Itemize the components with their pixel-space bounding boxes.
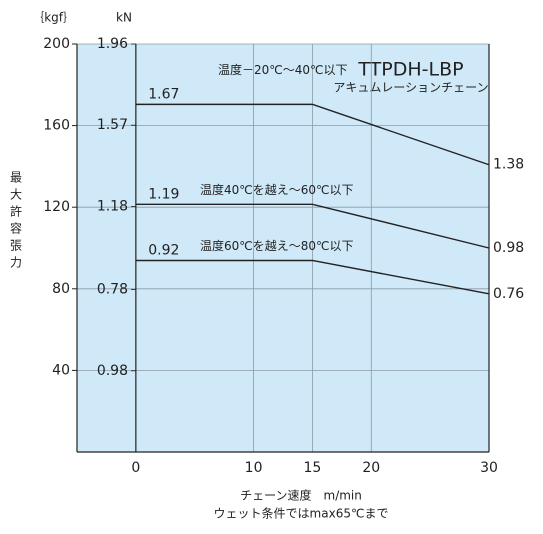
x-axis-label: チェーン速度 m/min bbox=[240, 488, 362, 503]
y-tick-label: 80 bbox=[52, 281, 70, 297]
value-label: 0.76 bbox=[493, 286, 524, 302]
y-tick-label: 160 bbox=[43, 118, 70, 134]
plot-background bbox=[77, 44, 489, 452]
series-line bbox=[135, 259, 490, 295]
series-line bbox=[135, 103, 490, 166]
series-name: 温度60℃を越え～80℃以下 bbox=[200, 238, 354, 253]
value-label: 1.19 bbox=[148, 186, 179, 202]
x-tick-label: 30 bbox=[480, 460, 498, 476]
y2-tick-label: 0.78 bbox=[97, 282, 128, 298]
value-label: 1.67 bbox=[148, 86, 179, 102]
y-tick-label: 120 bbox=[43, 199, 70, 215]
chart-title: TTPDH-LBP bbox=[357, 59, 463, 81]
series-name: 温度40℃を越え～60℃以下 bbox=[200, 182, 354, 197]
note: ウェット条件ではmax65℃まで bbox=[214, 507, 389, 521]
y-tick-label: 200 bbox=[43, 36, 70, 52]
y2-unit-label: kN bbox=[116, 11, 132, 25]
series-name: 温度－20℃～40℃以下 bbox=[218, 62, 348, 77]
x-tick-label: 20 bbox=[362, 460, 380, 476]
x-tick-label: 10 bbox=[245, 460, 263, 476]
value-label: 0.98 bbox=[493, 240, 524, 256]
value-label: 0.92 bbox=[148, 242, 179, 258]
x-tick-label: 15 bbox=[304, 460, 322, 476]
y2-tick-label: 1.18 bbox=[97, 198, 128, 214]
y2-tick-label: 1.96 bbox=[97, 36, 128, 52]
x-tick-label: 0 bbox=[131, 460, 140, 476]
chart-subtitle: アキュムレーションチェーン bbox=[333, 81, 488, 95]
y-unit-label: ｛kgf｝ bbox=[32, 11, 75, 25]
y-axis-label: 最大許容張力 bbox=[9, 171, 23, 273]
series-line bbox=[135, 203, 490, 249]
y2-tick-label: 0.98 bbox=[97, 363, 128, 379]
value-label: 1.38 bbox=[493, 157, 524, 173]
y-tick-label: 40 bbox=[52, 362, 70, 378]
y2-tick-label: 1.57 bbox=[97, 117, 128, 133]
